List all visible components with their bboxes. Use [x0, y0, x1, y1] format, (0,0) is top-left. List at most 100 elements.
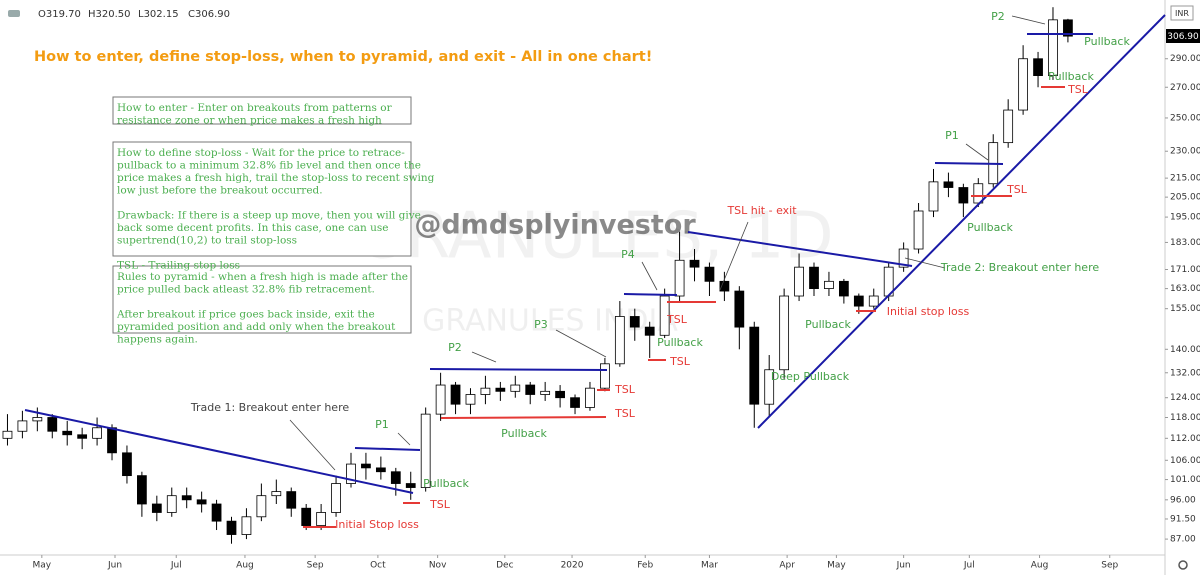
annotation: TSL	[1067, 83, 1089, 96]
x-tick-label: Jul	[963, 561, 975, 571]
candle-body	[764, 369, 775, 405]
candle-body	[973, 183, 984, 204]
box-line: Rules to pyramid - when a fresh high is …	[117, 271, 408, 283]
candle-body	[450, 384, 461, 405]
x-tick-label: Oct	[370, 561, 386, 571]
y-tick-label: 205.00	[1170, 193, 1200, 203]
x-tick-label: Aug	[1031, 561, 1049, 571]
settings-icon[interactable]	[1178, 560, 1188, 570]
stop-line	[440, 416, 607, 419]
x-tick-label: Aug	[236, 561, 254, 571]
candle-body	[390, 471, 401, 484]
menu-icon[interactable]	[8, 10, 20, 17]
currency: INR	[1175, 9, 1189, 18]
candle-body	[585, 387, 595, 408]
arrow	[1011, 15, 1046, 25]
candle-body	[570, 397, 580, 408]
candle-body	[749, 326, 760, 405]
x-tick-label: May	[33, 561, 52, 571]
axes: 87.00 91.50 96.00 101.00 106.00 112.00 118.00 1…	[33, 54, 1200, 570]
x-tick-label: Dec	[496, 561, 513, 571]
annotation: Pullback	[805, 318, 851, 331]
text-box	[112, 141, 412, 257]
x-tick-label: Sep	[1101, 561, 1118, 571]
y-tick-label: 250.00	[1170, 113, 1200, 123]
currency-badge[interactable]	[1170, 5, 1194, 21]
candle-body	[943, 181, 954, 188]
annotation: P3	[534, 318, 548, 331]
candle-body	[375, 467, 386, 473]
watermark: @dmdsplyinvestor	[414, 210, 696, 241]
annotation: Deep Pullback	[771, 370, 850, 383]
candle-body	[958, 187, 969, 204]
candle-body	[92, 427, 102, 439]
y-tick-label: 163.00	[1170, 284, 1200, 294]
annotation: TSL	[666, 313, 688, 326]
y-tick-label: 140.00	[1170, 345, 1200, 355]
y-tick-label: 155.00	[1170, 304, 1200, 314]
annotation: Pullback	[1048, 70, 1094, 83]
candle-body	[435, 384, 446, 415]
candle-body	[346, 463, 356, 484]
candle-body	[689, 259, 700, 268]
candle-body	[2, 430, 13, 439]
arrow	[471, 351, 497, 363]
watermark: GRANULES INDIA	[422, 304, 678, 339]
text-box	[112, 265, 412, 334]
candle-body	[137, 475, 147, 505]
x-tick-label: Nov	[429, 561, 447, 571]
candle-body	[913, 210, 924, 250]
trend-line	[429, 368, 608, 371]
arrow	[397, 432, 411, 446]
candle-body	[166, 495, 177, 513]
annotation: Pullback	[967, 221, 1013, 234]
x-tick-label: 2020	[561, 561, 584, 571]
ohlc-low: L302.15	[138, 9, 179, 20]
annotation: TSL	[1006, 183, 1028, 196]
candle-body	[555, 390, 565, 399]
trend-line	[24, 409, 414, 494]
annotation: TSL	[614, 407, 636, 420]
annotation: TSL hit - exit	[726, 204, 797, 217]
candle-body	[614, 316, 625, 365]
annotation: Pullback	[1084, 35, 1130, 48]
annotation: TSL	[614, 383, 636, 396]
candle-body	[928, 181, 939, 212]
candle-body	[420, 413, 431, 488]
y-tick-label: 118.00	[1170, 413, 1200, 423]
annotation: P2	[448, 341, 462, 354]
y-tick-label: 106.00	[1170, 456, 1200, 466]
candle-body	[196, 499, 207, 505]
candle-body	[898, 248, 909, 268]
x-tick-label: May	[827, 561, 846, 571]
text-box	[112, 96, 412, 125]
annotation: P2	[991, 10, 1005, 23]
candle-body	[525, 384, 536, 395]
y-tick-label: 230.00	[1170, 147, 1200, 157]
box-line: back some decent profits. In this case, …	[117, 222, 388, 234]
box-line: Drawback: If there is a steep up move, t…	[117, 210, 421, 222]
y-tick-label: 183.00	[1170, 238, 1200, 248]
candle-body	[510, 384, 521, 392]
watermark: GRANULES, 1D	[356, 200, 833, 274]
arrow	[289, 419, 336, 471]
ohlc-close: C306.90	[188, 9, 230, 20]
box-line: TSL - Trailing stop loss	[117, 260, 240, 272]
arrow	[641, 261, 658, 291]
last-price-badge	[1166, 29, 1200, 43]
annotation: P1	[945, 129, 959, 142]
trend-line	[623, 293, 678, 296]
y-tick-label: 87.00	[1170, 535, 1196, 545]
header: O319.70 H320.50 L302.15 C306.90	[8, 9, 230, 20]
candle-body	[1063, 19, 1073, 37]
annotation: Trade 1: Breakout enter here	[190, 401, 349, 414]
arrow	[555, 329, 607, 358]
candle-body	[62, 430, 73, 436]
trend-line	[934, 162, 1004, 165]
candle-body	[674, 259, 685, 297]
box-line: How to enter - Enter on breakouts from p…	[117, 102, 393, 114]
candle-body	[659, 295, 670, 336]
candle-body	[794, 266, 804, 297]
candle-body	[181, 495, 192, 501]
candles	[2, 7, 1073, 544]
